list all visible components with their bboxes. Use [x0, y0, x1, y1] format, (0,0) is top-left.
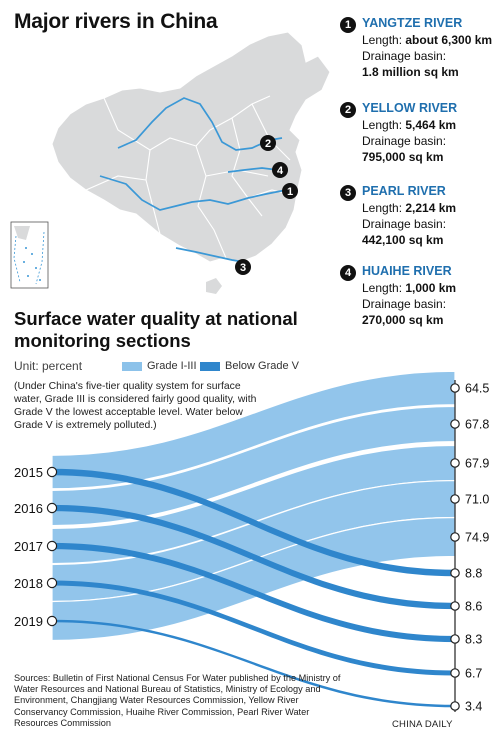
value-grade-good-2016-label: 67.8	[465, 418, 489, 432]
river-length: Length: about 6,300 km	[362, 33, 493, 47]
value-grade-good-2018-label: 71.0	[465, 493, 489, 507]
china-map: 1 2 3 4	[10, 31, 331, 294]
river-number-badge: 1	[340, 17, 356, 33]
value-grade-good-2015-label: 64.5	[465, 382, 489, 396]
legend-item-grade-good: Grade I-III	[122, 360, 197, 372]
year-node-2018	[46, 577, 58, 589]
river-lines	[99, 97, 287, 263]
value-below-v-2017-label: 8.3	[465, 633, 482, 647]
river-number-badge: 4	[340, 265, 356, 281]
svg-text:3: 3	[240, 262, 246, 274]
year-label-2018: 2018	[14, 576, 43, 591]
flow-below-v-2016	[52, 504, 455, 610]
river-name: PEARL RIVER	[362, 184, 446, 198]
river-length: Length: 1,000 km	[362, 281, 457, 295]
yangtze-river-line	[99, 175, 287, 211]
flow-below-v-2015	[52, 468, 455, 577]
river-number-badge: 2	[340, 102, 356, 118]
river-marker-3: 3	[235, 259, 251, 275]
sources-note: Sources: Bulletin of First National Cens…	[14, 673, 341, 728]
value-below-v-2015-label: 8.8	[465, 567, 482, 581]
river-name: HUAIHE RIVER	[362, 264, 452, 278]
year-label-2019: 2019	[14, 614, 43, 629]
china-landmass	[51, 31, 331, 263]
year-node-2019	[46, 615, 58, 627]
svg-text:2: 2	[265, 138, 271, 150]
flows-below-v	[52, 468, 455, 708]
river-basin-label: Drainage basin:	[362, 297, 447, 311]
value-below-v-2016-label: 8.6	[465, 600, 482, 614]
hainan-island	[206, 278, 222, 294]
river-basin: 1.8 million sq km	[362, 65, 459, 79]
pearl-river-line	[175, 247, 245, 263]
value-grade-good-2018-dot	[450, 494, 460, 504]
year-label-2015: 2015	[14, 465, 43, 480]
value-below-v-2017-dot	[450, 634, 460, 644]
value-below-v-2015-dot	[450, 568, 460, 578]
map-title: Major rivers in China	[14, 10, 218, 33]
river-number-badge: 3	[340, 185, 356, 201]
value-grade-good-2017-label: 67.9	[465, 457, 489, 471]
value-grade-good-2019-label: 74.9	[465, 531, 489, 545]
chart-title: Surface water quality at national monito…	[14, 308, 298, 351]
south-china-sea-inset	[10, 221, 49, 289]
river-marker-4: 4	[272, 162, 288, 178]
river-name: YANGTZE RIVER	[362, 16, 463, 30]
svg-text:1: 1	[287, 186, 293, 198]
svg-text:4: 4	[277, 165, 284, 177]
river-marker-2: 2	[260, 135, 276, 151]
legend-item-below-v: Below Grade V	[200, 360, 299, 372]
year-node-2015	[46, 466, 58, 478]
value-below-v-2019-dot	[450, 701, 460, 711]
left-year-nodes: 2015 2016 2017 2018 2019	[14, 465, 58, 629]
river-basin-label: Drainage basin:	[362, 49, 447, 63]
river-length: Length: 5,464 km	[362, 118, 457, 132]
huaihe-river-line	[227, 167, 279, 173]
value-grade-good-2019-dot	[450, 532, 460, 542]
flows-grade-good	[51, 370, 456, 642]
year-node-2017	[46, 540, 58, 552]
value-grade-good-2017-dot	[450, 458, 460, 468]
unit-label: Unit: percent	[14, 359, 83, 373]
river-length: Length: 2,214 km	[362, 201, 457, 215]
river-basin-label: Drainage basin:	[362, 217, 447, 231]
legend-label: Below Grade V	[225, 360, 299, 372]
value-grade-good-2016-dot	[450, 419, 460, 429]
quality-note: (Under China's five-tier quality system …	[14, 381, 257, 431]
flow-below-v-2019	[52, 619, 455, 708]
credit-label: CHINA DAILY	[392, 719, 453, 730]
year-node-2016	[46, 502, 58, 514]
value-below-v-2019-label: 3.4	[465, 700, 482, 714]
legend-swatch	[122, 361, 142, 371]
river-basin-label: Drainage basin:	[362, 134, 447, 148]
river-basin: 270,000 sq km	[362, 313, 444, 327]
value-below-v-2018-label: 6.7	[465, 667, 482, 681]
river-basin: 795,000 sq km	[362, 150, 444, 164]
river-basin: 442,100 sq km	[362, 233, 444, 247]
value-below-v-2018-dot	[450, 668, 460, 678]
legend-label: Grade I-III	[147, 360, 197, 372]
year-label-2016: 2016	[14, 501, 43, 516]
river-marker-1: 1	[282, 183, 298, 199]
flow-below-v-2017	[52, 542, 455, 643]
river-name: YELLOW RIVER	[362, 101, 458, 115]
value-below-v-2016-dot	[450, 601, 460, 611]
province-borders	[85, 95, 297, 259]
value-grade-good-2015-dot	[450, 383, 460, 393]
year-label-2017: 2017	[14, 539, 43, 554]
right-value-nodes: 64.5 67.8 67.9 71.0 74.9 8.8 8.6 8.3 6.7 3.4	[450, 382, 489, 714]
legend-swatch	[200, 361, 220, 371]
flow-below-v-2018	[52, 580, 455, 676]
yellow-river-line	[117, 97, 283, 151]
